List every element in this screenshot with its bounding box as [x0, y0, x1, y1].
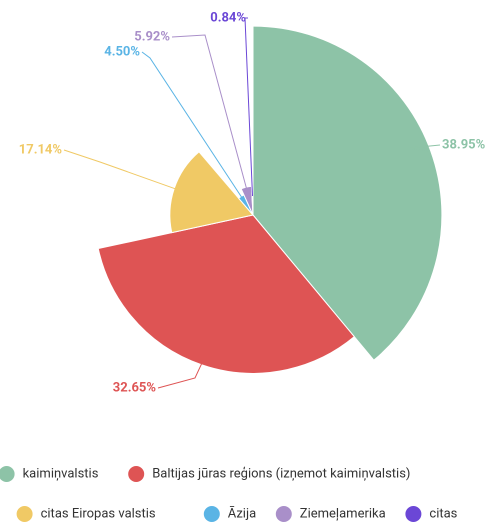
leader-line	[157, 361, 203, 389]
legend-label: kaimiņvalstis	[23, 466, 99, 481]
leader-line	[171, 34, 248, 191]
legend-marker	[16, 506, 33, 522]
data-label: 38.95%	[442, 137, 486, 152]
legend-marker	[0, 466, 15, 482]
data-label: 32.65%	[113, 380, 157, 395]
legend-marker	[128, 466, 145, 482]
legend-label: citas Eiropas valstis	[41, 506, 156, 521]
legend-label: Baltijas jūras reģions (izņemot kaimiņva…	[152, 466, 410, 481]
pie-slice	[252, 25, 443, 361]
leader-line	[409, 144, 441, 153]
data-label: 4.50%	[104, 44, 140, 59]
leader-line	[141, 51, 244, 200]
leader-line	[63, 149, 178, 190]
legend-label: citas	[429, 506, 457, 521]
legend-marker	[203, 506, 220, 522]
legend-label: Āzija	[228, 506, 256, 521]
legend-marker	[405, 506, 422, 522]
data-label: 17.14%	[19, 142, 63, 157]
leader-line	[244, 17, 253, 197]
legend-label: Ziemeļamerika	[300, 506, 386, 521]
data-label: 5.92%	[134, 29, 170, 44]
legend-marker	[275, 506, 292, 522]
data-label: 0.84%	[210, 10, 246, 25]
